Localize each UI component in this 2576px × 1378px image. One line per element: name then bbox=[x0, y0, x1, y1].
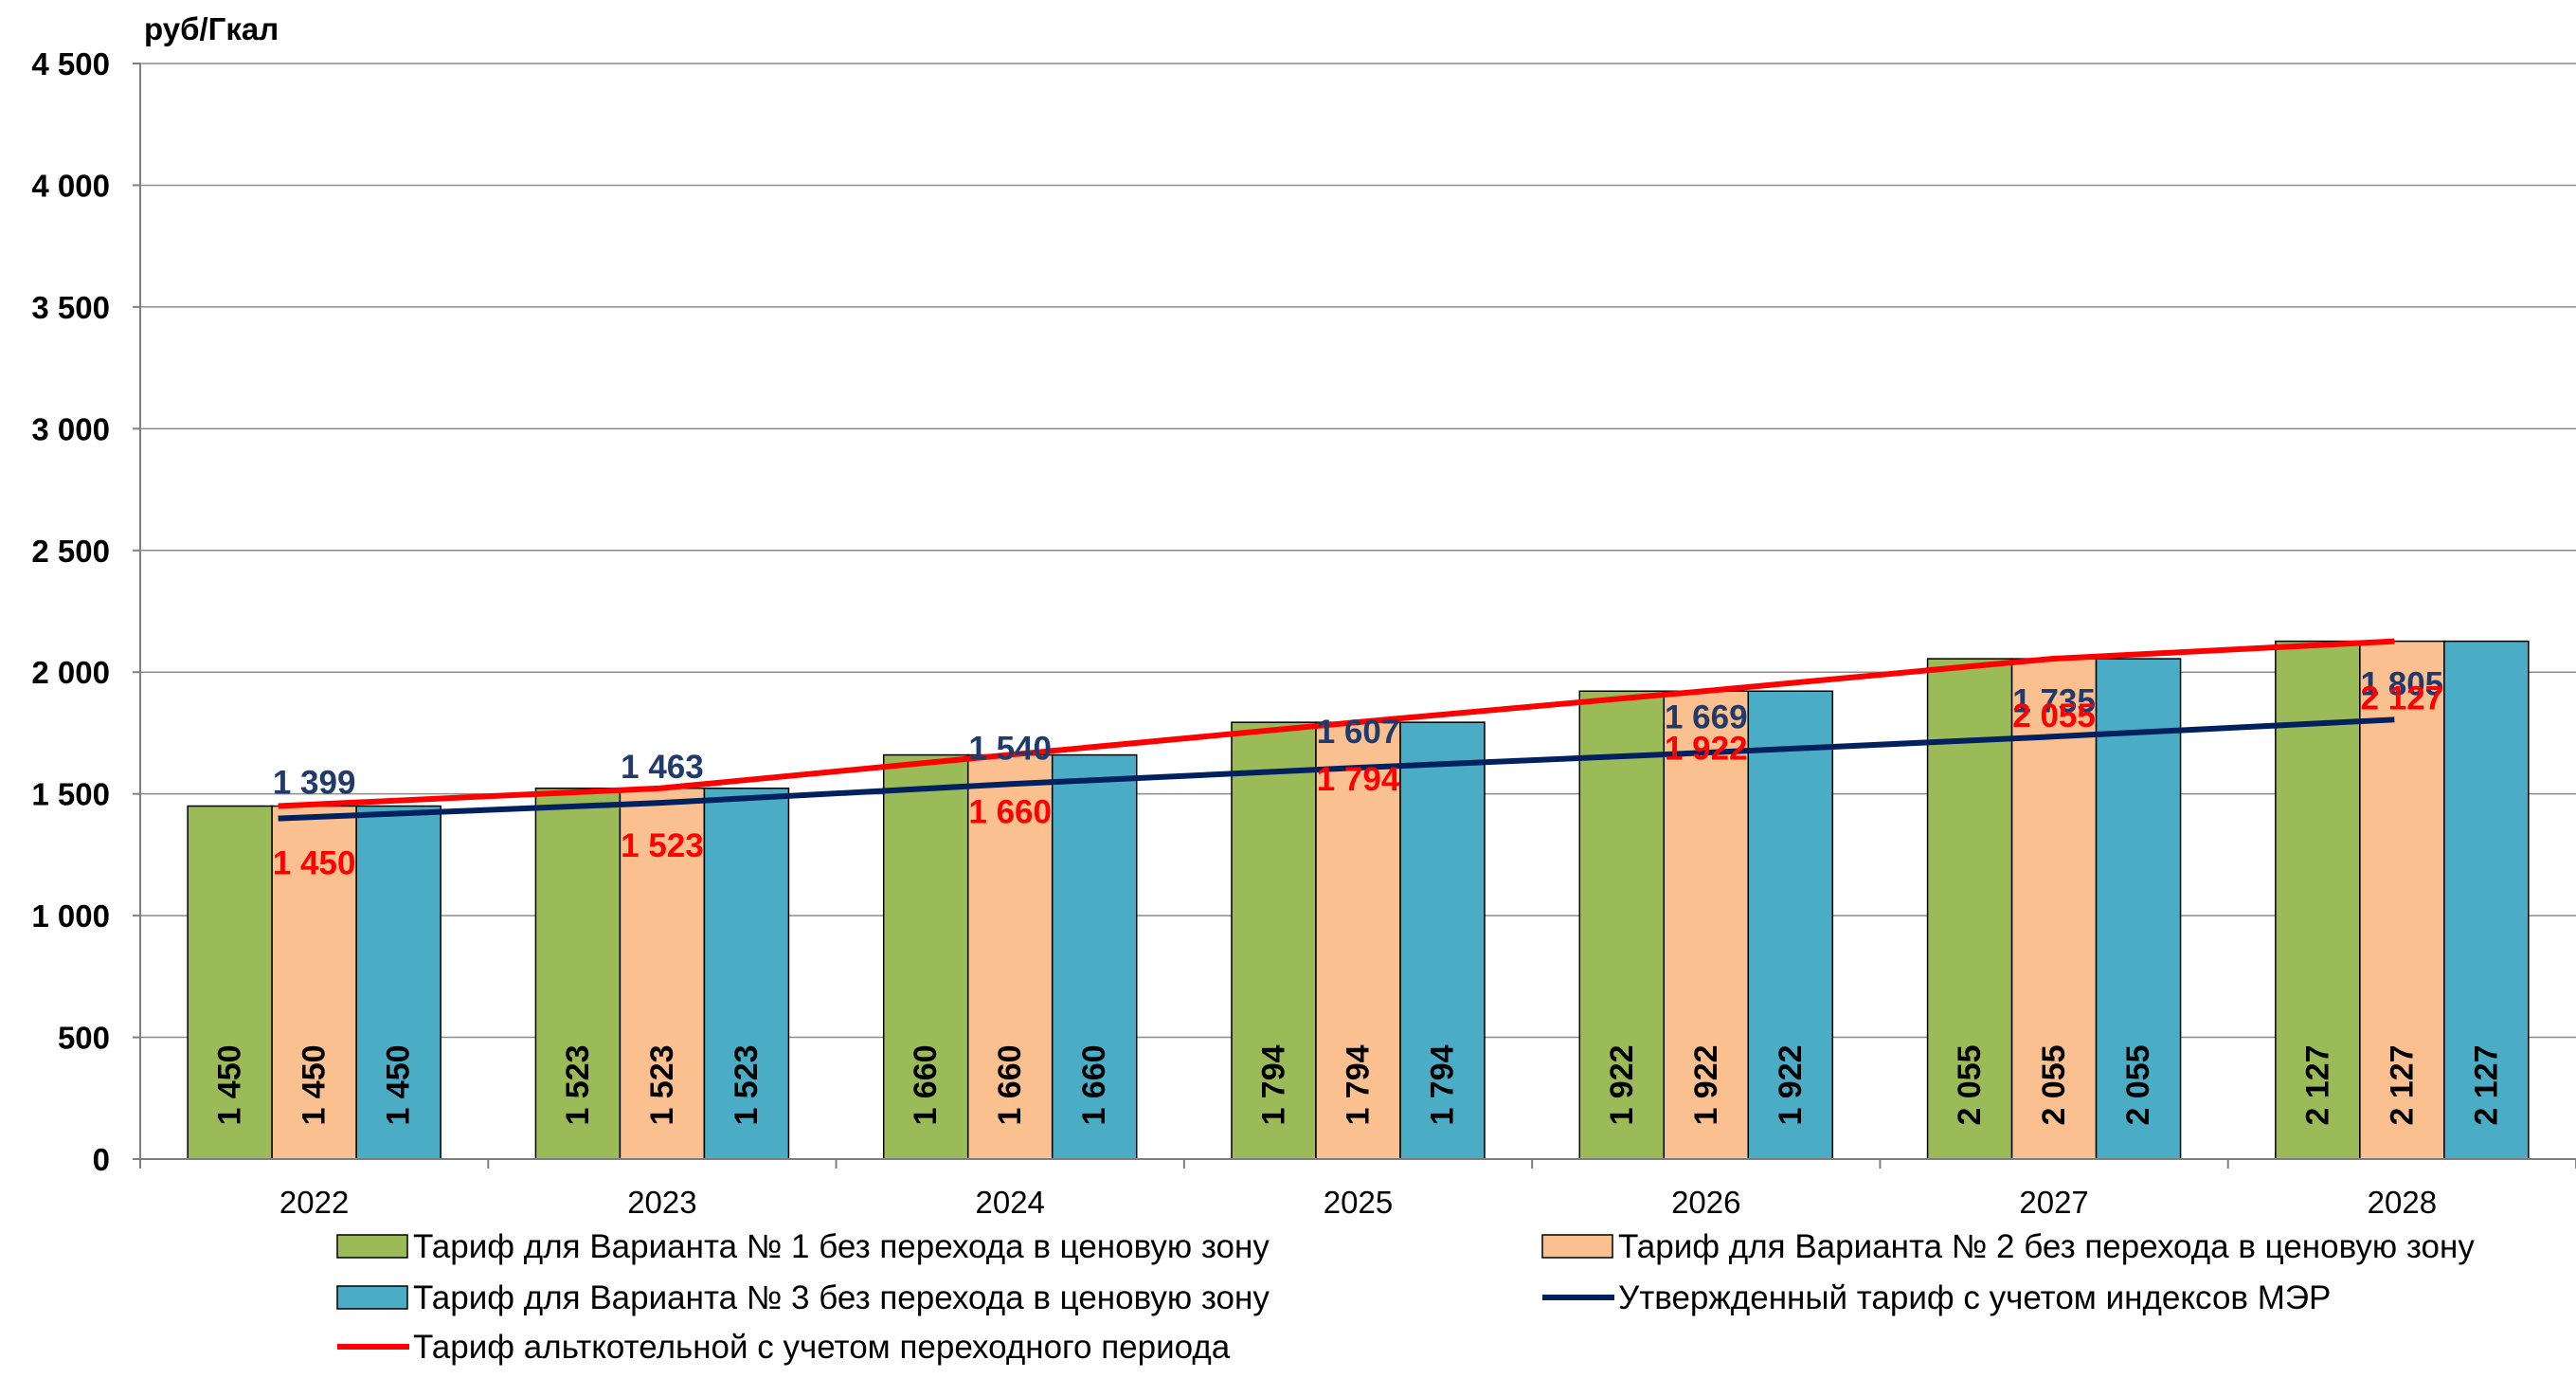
series-line bbox=[278, 716, 2395, 822]
y-tick-label: 1 000 bbox=[31, 898, 110, 934]
bar-data-label: 1 450 bbox=[381, 1044, 417, 1125]
line-data-label: 1 607 bbox=[1317, 714, 1400, 751]
line-data-label: 1 669 bbox=[1665, 698, 1748, 735]
legend-swatch bbox=[1541, 1234, 1613, 1259]
legend: Тариф для Варианта № 1 без перехода в це… bbox=[336, 1228, 2475, 1366]
line-data-label: 1 735 bbox=[2012, 682, 2096, 719]
axes bbox=[139, 63, 2576, 1160]
line-data-label: 2 055 bbox=[2012, 698, 2096, 734]
bar-data-label: 1 922 bbox=[1604, 1044, 1640, 1125]
bar bbox=[355, 805, 441, 1160]
bar bbox=[2359, 640, 2445, 1160]
line-data-label: 1 463 bbox=[621, 749, 704, 786]
bar bbox=[619, 788, 706, 1160]
y-tick-label: 0 bbox=[93, 1142, 110, 1177]
bar-data-label: 1 523 bbox=[729, 1044, 765, 1125]
line-data-label: 1 540 bbox=[968, 730, 1052, 767]
x-tick-label: 2023 bbox=[627, 1185, 696, 1220]
x-axis-ticks: 2022 2023 2024 2025 2026 2027 2028 bbox=[139, 1159, 2576, 1220]
bar-data-label: 1 922 bbox=[1688, 1044, 1724, 1125]
legend-label: Утвержденный тариф с учетом индексов МЭР bbox=[1618, 1279, 2331, 1316]
bar-data-label: 1 660 bbox=[908, 1044, 944, 1125]
bar-data-label: 1 450 bbox=[212, 1044, 248, 1125]
bar-data-label: 2 055 bbox=[2120, 1044, 2156, 1125]
bar-data-label: 1 523 bbox=[560, 1044, 596, 1125]
series-line bbox=[278, 638, 2395, 809]
bar-data-label: 1 660 bbox=[992, 1044, 1028, 1125]
legend-swatch bbox=[336, 1285, 408, 1310]
bar-data-label: 2 055 bbox=[2036, 1044, 2072, 1125]
y-tick-label: 1 500 bbox=[31, 777, 110, 812]
bar-data-label: 1 794 bbox=[1341, 1044, 1377, 1125]
bar bbox=[1231, 721, 1317, 1160]
bar bbox=[2095, 658, 2182, 1160]
line-data-label: 1 805 bbox=[2361, 665, 2444, 702]
legend-label: Тариф для Варианта № 2 без перехода в це… bbox=[1618, 1228, 2475, 1265]
y-tick-label: 4 000 bbox=[31, 168, 110, 203]
bar-data-label: 2 127 bbox=[2384, 1044, 2420, 1125]
line-data-label: 1 523 bbox=[621, 827, 704, 864]
y-tick-label: 2 500 bbox=[31, 534, 110, 569]
bar bbox=[703, 788, 790, 1160]
bar bbox=[2010, 658, 2098, 1160]
bar bbox=[966, 753, 1054, 1160]
bar bbox=[187, 805, 273, 1160]
line-data-label: 1 660 bbox=[968, 794, 1052, 831]
line-data-label: 2 127 bbox=[2361, 680, 2444, 717]
legend-label: Тариф альткотельной с учетом переходного… bbox=[413, 1329, 1231, 1366]
y-tick-label: 3 500 bbox=[31, 290, 110, 325]
y-tick-label: 3 000 bbox=[31, 411, 110, 446]
line-series bbox=[278, 638, 2395, 822]
y-tick-label: 4 500 bbox=[31, 46, 110, 82]
legend-label: Тариф для Варианта № 1 без перехода в це… bbox=[413, 1228, 1270, 1265]
y-tick-label: 500 bbox=[58, 1021, 110, 1056]
line-data-label: 1 922 bbox=[1665, 730, 1748, 767]
legend-label: Тариф для Варианта № 3 без перехода в це… bbox=[413, 1279, 1270, 1316]
x-tick-label: 2022 bbox=[279, 1185, 349, 1220]
x-tick-label: 2026 bbox=[1671, 1185, 1740, 1220]
bar-data-label: 1 660 bbox=[1076, 1044, 1112, 1125]
bar-data-label: 1 450 bbox=[297, 1044, 333, 1125]
x-tick-label: 2027 bbox=[2019, 1185, 2088, 1220]
legend-swatch bbox=[336, 1234, 408, 1259]
y-axis-unit-label: руб/Гкал bbox=[144, 11, 279, 46]
line-data-label: 1 794 bbox=[1317, 761, 1400, 798]
bar bbox=[2443, 640, 2530, 1160]
line-data-label: 1 399 bbox=[273, 765, 356, 802]
bar-series: 1 450 1 523 1 660 1 794 1 922 2 055 2 127 1 450… bbox=[187, 640, 2530, 1160]
bar-data-label: 2 127 bbox=[2468, 1044, 2504, 1125]
x-tick-label: 2024 bbox=[976, 1185, 1045, 1220]
line-data-label: 1 450 bbox=[273, 845, 356, 882]
bar-data-label: 2 055 bbox=[1952, 1044, 1988, 1125]
line-data-labels: 1 399 1 463 1 540 1 607 1 669 1 735 1 805 1 450… bbox=[273, 665, 2443, 881]
bar bbox=[1315, 721, 1401, 1160]
bar bbox=[1747, 690, 1834, 1160]
bar-data-label: 2 127 bbox=[2299, 1044, 2335, 1125]
y-tick-label: 2 000 bbox=[31, 655, 110, 690]
bar-data-label: 1 523 bbox=[644, 1044, 680, 1125]
bar-data-label: 1 794 bbox=[1425, 1044, 1461, 1125]
x-tick-label: 2028 bbox=[2368, 1185, 2437, 1220]
bar-data-label: 1 922 bbox=[1773, 1044, 1809, 1125]
x-tick-label: 2025 bbox=[1324, 1185, 1393, 1220]
bar bbox=[1578, 690, 1666, 1160]
bar-data-label: 1 794 bbox=[1256, 1044, 1292, 1125]
y-axis-ticks: 0 500 1 000 1 500 2 000 2 500 3 000 3 500 4 000 4… bbox=[31, 46, 140, 1177]
